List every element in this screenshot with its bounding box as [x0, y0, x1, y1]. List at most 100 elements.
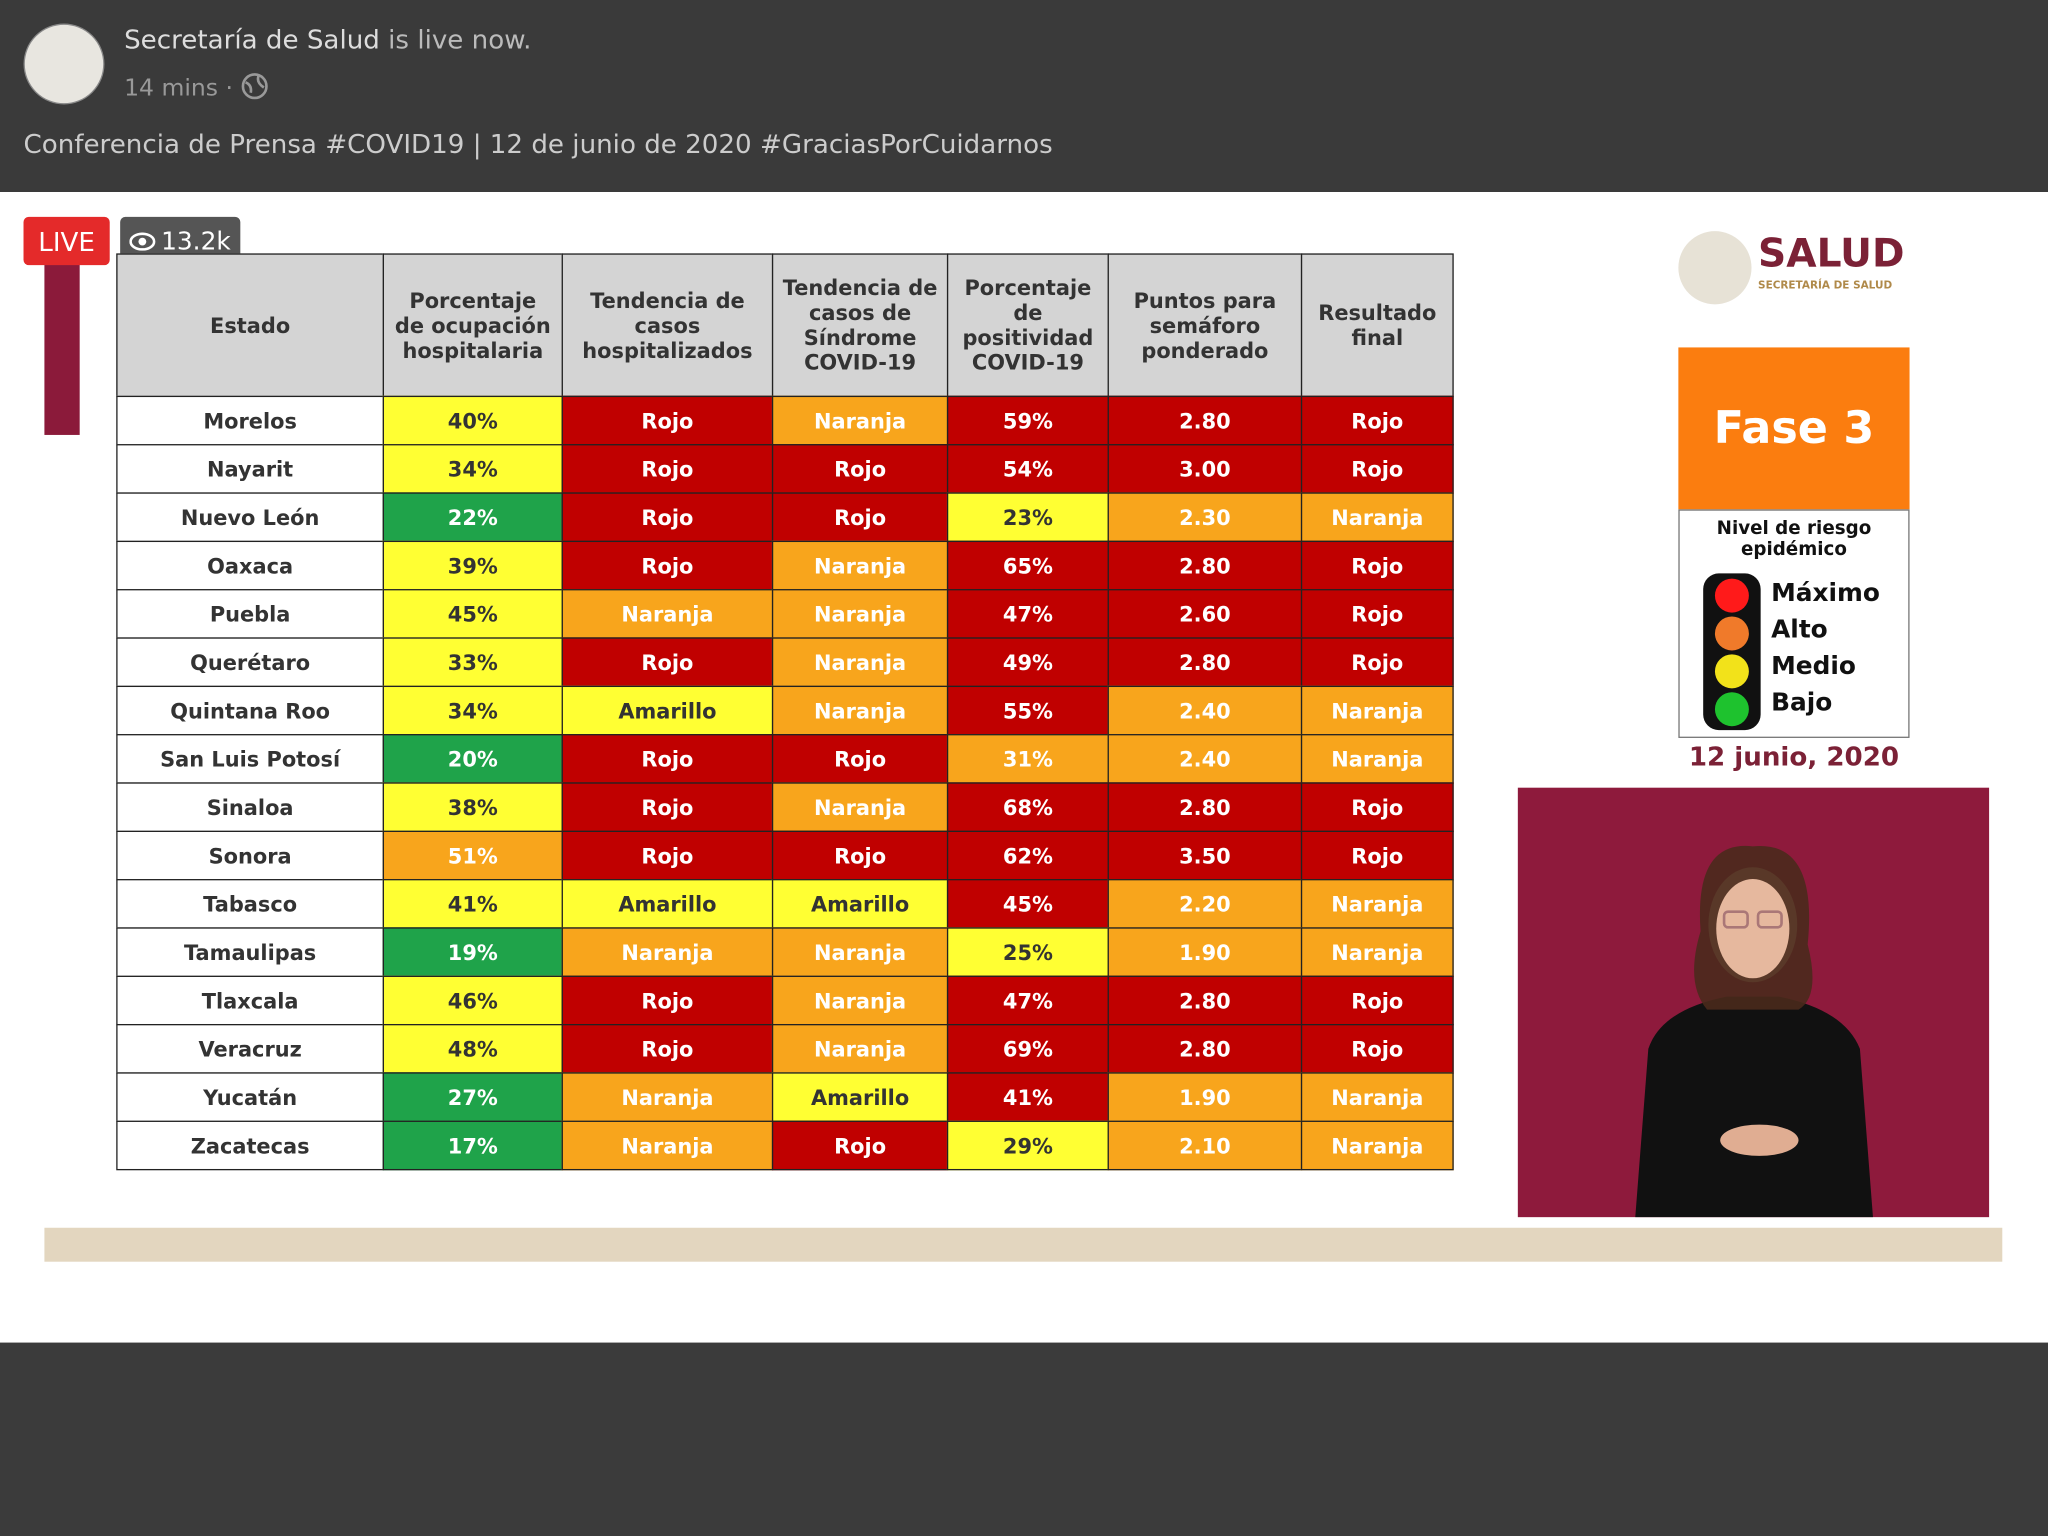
value-cell: 2.80: [1107, 540, 1303, 591]
value-cell: 2.80: [1107, 395, 1303, 446]
value-cell: 45%: [382, 589, 563, 639]
value-cell: Rojo: [1300, 637, 1454, 688]
value-cell: Rojo: [771, 444, 949, 494]
value-cell: 25%: [946, 927, 1109, 977]
light-lamp: [1714, 578, 1749, 613]
value-cell: Rojo: [1300, 1023, 1454, 1074]
value-cell: Naranja: [1300, 879, 1454, 929]
value-cell: Rojo: [561, 444, 774, 494]
value-cell: Rojo: [1300, 395, 1454, 446]
value-cell: Naranja: [561, 927, 774, 977]
value-cell: 23%: [946, 492, 1109, 543]
value-cell: 33%: [382, 637, 563, 688]
value-cell: 48%: [382, 1023, 563, 1074]
value-cell: 40%: [382, 395, 563, 446]
state-cell: Sonora: [116, 830, 384, 881]
value-cell: Rojo: [561, 637, 774, 688]
value-cell: 17%: [382, 1120, 563, 1171]
state-cell: Puebla: [116, 589, 384, 639]
value-cell: 3.00: [1107, 444, 1303, 494]
value-cell: Naranja: [1300, 492, 1454, 543]
value-cell: Amarillo: [561, 685, 774, 736]
value-cell: Naranja: [1300, 685, 1454, 736]
state-cell: Tabasco: [116, 879, 384, 929]
state-cell: Yucatán: [116, 1072, 384, 1122]
value-cell: Naranja: [771, 395, 949, 446]
risk-level: Bajo: [1771, 688, 1833, 718]
value-cell: Rojo: [561, 395, 774, 446]
risk-level: Alto: [1771, 615, 1828, 644]
value-cell: Rojo: [1300, 444, 1454, 494]
value-cell: Rojo: [561, 975, 774, 1026]
value-cell: 2.80: [1107, 1023, 1303, 1074]
value-cell: 41%: [382, 879, 563, 929]
risk-level: Máximo: [1771, 578, 1880, 608]
value-cell: 3.50: [1107, 830, 1303, 881]
value-cell: Naranja: [771, 589, 949, 639]
traffic-light: [1703, 573, 1761, 731]
value-cell: 51%: [382, 830, 563, 881]
player-controls: [0, 1342, 2048, 1536]
value-cell: Naranja: [1300, 1072, 1454, 1122]
post-text: Conferencia de Prensa #COVID19 | 12 de j…: [23, 127, 1053, 160]
value-cell: 46%: [382, 975, 563, 1026]
globe-icon: [241, 73, 268, 100]
value-cell: 2.20: [1107, 879, 1303, 929]
value-cell: Naranja: [771, 685, 949, 736]
value-cell: Rojo: [771, 830, 949, 881]
value-cell: Rojo: [1300, 540, 1454, 591]
risk-box: Nivel de riesgo epidémico Máximo Alto Medi…: [1678, 509, 1910, 738]
value-cell: 19%: [382, 927, 563, 977]
value-cell: 47%: [946, 589, 1109, 639]
column-header: Porcentaje de ocupación hospitalaria: [382, 253, 563, 398]
state-cell: San Luis Potosí: [116, 734, 384, 784]
risk-level: Medio: [1771, 651, 1856, 681]
light-lamp: [1714, 654, 1749, 689]
view-count: 13.2k: [161, 226, 231, 256]
value-cell: Rojo: [771, 1120, 949, 1171]
light-lamp: [1714, 692, 1749, 727]
value-cell: Rojo: [561, 492, 774, 543]
value-cell: Naranja: [561, 1120, 774, 1171]
page-avatar[interactable]: [23, 23, 105, 105]
value-cell: Naranja: [561, 589, 774, 639]
value-cell: Rojo: [561, 1023, 774, 1074]
value-cell: 47%: [946, 975, 1109, 1026]
value-cell: 62%: [946, 830, 1109, 881]
value-cell: Naranja: [771, 540, 949, 591]
video[interactable]: LIVE 13.2k Estado Porcentaje de ocupación…: [0, 191, 2048, 1343]
risk-title: Nivel de riesgo epidémico: [1716, 518, 1872, 561]
value-cell: 1.90: [1107, 927, 1303, 977]
seal: [1678, 231, 1752, 305]
value-cell: Naranja: [771, 782, 949, 832]
value-cell: 45%: [946, 879, 1109, 929]
value-cell: 20%: [382, 734, 563, 784]
value-cell: Amarillo: [561, 879, 774, 929]
logo: SALUD: [1758, 231, 1905, 277]
accent-bar: [44, 261, 80, 435]
column-header: Puntos para semáforo ponderado: [1107, 253, 1303, 398]
page-name[interactable]: Secretaría de Salud: [124, 23, 380, 55]
value-cell: 2.80: [1107, 782, 1303, 832]
value-cell: Naranja: [771, 1023, 949, 1074]
value-cell: Naranja: [1300, 927, 1454, 977]
state-cell: Morelos: [116, 395, 384, 446]
state-cell: Tlaxcala: [116, 975, 384, 1026]
post-time[interactable]: 14 mins: [124, 74, 219, 102]
value-cell: Naranja: [1300, 734, 1454, 784]
value-cell: 69%: [946, 1023, 1109, 1074]
value-cell: 22%: [382, 492, 563, 543]
state-cell: Nuevo León: [116, 492, 384, 543]
value-cell: 2.80: [1107, 975, 1303, 1026]
post-title-line: Secretaría de Salud is live now.: [124, 24, 531, 55]
value-cell: 59%: [946, 395, 1109, 446]
interpreter-video: [1517, 787, 1990, 1218]
value-cell: 68%: [946, 782, 1109, 832]
column-header: Porcentaje de positividad COVID-19: [946, 253, 1109, 398]
value-cell: 2.30: [1107, 492, 1303, 543]
value-cell: 39%: [382, 540, 563, 591]
value-cell: 31%: [946, 734, 1109, 784]
column-header: Tendencia de casos de Síndrome COVID-19: [771, 253, 949, 398]
column-header: Tendencia de casos hospitalizados: [561, 253, 774, 398]
